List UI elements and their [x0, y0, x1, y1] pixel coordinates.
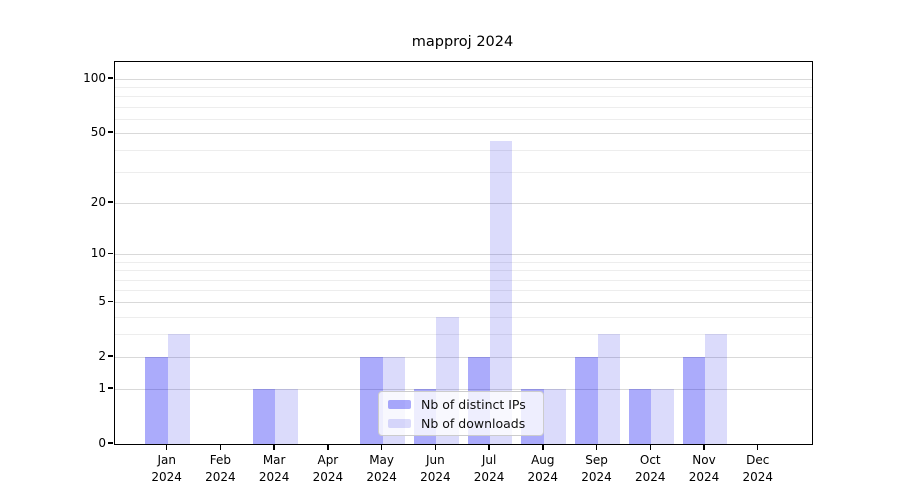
x-tick-label: Apr 2024	[312, 453, 344, 484]
bar-downloads-jul	[490, 141, 513, 444]
x-tick-mark	[434, 444, 437, 450]
x-tick-label: Mar 2024	[258, 453, 290, 484]
x-tick-label: Aug 2024	[527, 453, 559, 484]
bar-downloads-oct	[651, 389, 674, 444]
major-gridline	[115, 133, 812, 135]
bar-distinct-ips-mar	[252, 389, 276, 444]
y-tick-label: 2	[98, 348, 106, 363]
y-tick-label: 100	[83, 70, 106, 85]
x-tick-label: Dec 2024	[742, 453, 773, 484]
y-tick-label: 50	[90, 124, 106, 139]
x-tick-mark	[649, 444, 652, 450]
y-tick-mark	[108, 355, 113, 357]
major-gridline	[115, 254, 812, 256]
major-gridline	[115, 79, 812, 80]
legend-item: Nb of downloads	[388, 416, 534, 431]
x-tick-mark	[273, 444, 275, 450]
minor-gridline	[115, 96, 812, 98]
legend: Nb of distinct IPs Nb of downloads	[378, 391, 544, 436]
bar-distinct-ips-sep	[575, 357, 598, 444]
legend-label-distinct-ips: Nb of distinct IPs	[421, 396, 526, 412]
x-tick-mark	[756, 444, 759, 450]
chart-title: mapproj 2024	[411, 34, 514, 50]
y-tick-label: 5	[98, 293, 106, 308]
y-tick-mark	[108, 131, 113, 133]
x-tick-mark	[165, 444, 168, 450]
legend-item: Nb of distinct IPs	[388, 397, 534, 412]
y-tick-mark	[108, 201, 113, 203]
x-tick-label: Jun 2024	[420, 453, 451, 484]
bar-downloads-nov	[705, 334, 728, 444]
minor-gridline	[115, 334, 812, 336]
x-tick-mark	[380, 444, 383, 450]
x-tick-label: Jan 2024	[151, 453, 182, 484]
minor-gridline	[115, 279, 812, 281]
y-tick-mark	[108, 77, 113, 79]
x-tick-mark	[219, 444, 222, 450]
bar-downloads-sep	[597, 334, 620, 444]
x-tick-label: Jul 2024	[473, 453, 505, 484]
major-gridline	[115, 302, 812, 304]
legend-label-downloads: Nb of downloads	[421, 415, 526, 431]
minor-gridline	[115, 172, 812, 174]
y-tick-mark	[108, 300, 113, 303]
legend-swatch-downloads	[388, 418, 411, 428]
x-tick-label: Feb 2024	[205, 453, 236, 484]
x-tick-mark	[488, 444, 490, 450]
y-tick-label: 0	[98, 435, 106, 450]
major-gridline	[115, 389, 812, 391]
minor-gridline	[115, 150, 812, 152]
bar-downloads-aug	[543, 389, 567, 444]
bar-distinct-ips-nov	[682, 357, 705, 444]
y-tick-label: 10	[90, 245, 106, 260]
plot-area	[114, 61, 813, 445]
minor-gridline	[115, 261, 812, 263]
major-gridline	[115, 203, 812, 205]
x-tick-mark	[703, 444, 705, 450]
y-tick-mark	[108, 252, 113, 255]
x-tick-mark	[595, 444, 598, 450]
bar-downloads-jan	[167, 334, 191, 444]
bar-distinct-ips-oct	[628, 389, 652, 444]
minor-gridline	[115, 87, 812, 89]
legend-swatch-distinct-ips	[388, 399, 411, 409]
minor-gridline	[115, 118, 812, 120]
bar-distinct-ips-jan	[145, 357, 168, 444]
minor-gridline	[115, 106, 812, 108]
minor-gridline	[115, 270, 812, 272]
x-tick-label: Nov 2024	[688, 453, 720, 484]
y-tick-label: 1	[98, 380, 106, 395]
bar-distinct-ips-may	[360, 357, 383, 444]
y-tick-mark	[108, 387, 113, 389]
minor-gridline	[115, 290, 812, 292]
bar-downloads-mar	[275, 389, 298, 444]
x-tick-mark	[542, 444, 544, 450]
major-gridline	[115, 357, 812, 359]
x-tick-mark	[327, 444, 329, 450]
x-tick-label: Sep 2024	[581, 453, 612, 484]
x-tick-label: Oct 2024	[634, 453, 666, 484]
y-tick-label: 20	[90, 194, 106, 209]
minor-gridline	[115, 316, 812, 318]
y-tick-mark	[108, 442, 113, 444]
x-tick-label: May 2024	[366, 453, 397, 484]
